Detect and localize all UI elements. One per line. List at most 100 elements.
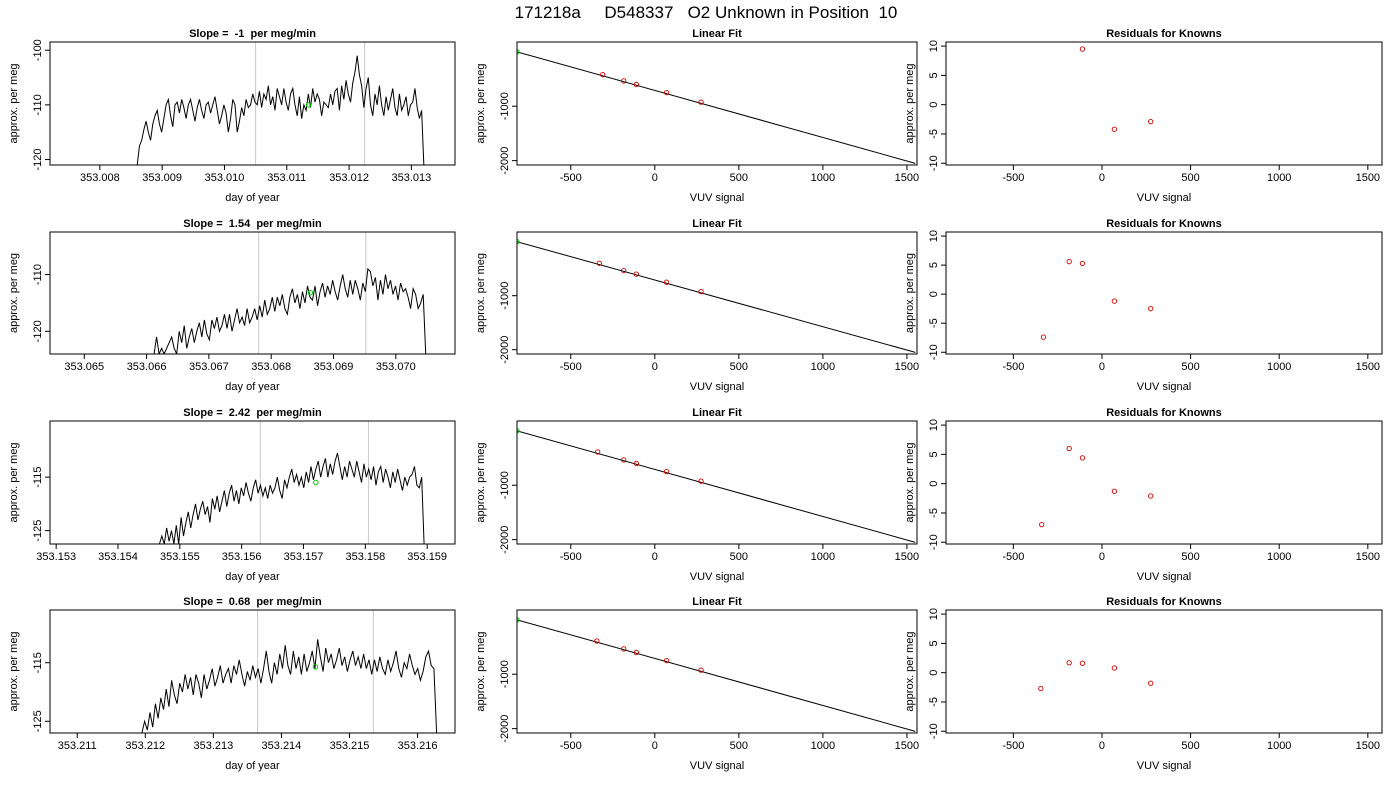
known-point bbox=[1066, 445, 1072, 452]
unknown-point bbox=[517, 239, 520, 245]
y-tick-label: -1000 bbox=[499, 660, 511, 688]
y-tick-label: 5 bbox=[928, 262, 940, 268]
x-tick-label: 353.065 bbox=[64, 361, 104, 373]
chart-panel-10: Slope = 0.68 per meg/min 353.211 353.212 35… bbox=[8, 596, 456, 772]
plot-frame bbox=[945, 420, 1383, 545]
y-tick-label: -120 bbox=[32, 320, 44, 342]
chart-title: Residuals for Knowns bbox=[1106, 28, 1222, 40]
x-tick-label: 353.066 bbox=[127, 361, 167, 373]
x-axis-label: VUV signal bbox=[1137, 381, 1191, 393]
x-axis-label: day of year bbox=[225, 381, 280, 393]
series-line bbox=[153, 267, 427, 354]
unknown-point bbox=[517, 428, 520, 434]
x-tick-label: 0 bbox=[652, 551, 658, 563]
series-line bbox=[158, 452, 425, 544]
x-tick-label: 0 bbox=[652, 172, 658, 184]
y-tick-label: -10 bbox=[928, 534, 940, 550]
x-axis-label: day of year bbox=[225, 571, 280, 583]
y-axis-label: approx. per meg bbox=[8, 631, 20, 711]
x-axis-label: VUV signal bbox=[1137, 192, 1191, 204]
plot-area bbox=[517, 239, 916, 353]
chart-panel-5: Linear Fit -500 0 500 1000 1500 -1000 -2000 VUV … bbox=[475, 218, 919, 393]
known-point bbox=[633, 460, 639, 467]
x-tick-label: 353.211 bbox=[58, 740, 97, 752]
plot-area bbox=[517, 617, 916, 732]
y-tick-label: -120 bbox=[32, 149, 44, 171]
chart-title: Linear Fit bbox=[692, 407, 742, 419]
known-point bbox=[698, 99, 704, 105]
y-tick-label: -115 bbox=[32, 467, 44, 488]
chart-title: Slope = 2.42 per meg/min bbox=[183, 407, 322, 419]
plot-area bbox=[1038, 660, 1154, 692]
x-axis-label: VUV signal bbox=[690, 381, 744, 393]
x-tick-label: 353.157 bbox=[284, 551, 324, 563]
x-tick-label: 1500 bbox=[895, 551, 919, 563]
x-tick-label: 500 bbox=[730, 740, 748, 752]
chart-panel-7: Slope = 2.42 per meg/min 353.153 353.154 35… bbox=[8, 407, 456, 583]
plot-frame bbox=[49, 231, 456, 355]
plot-frame bbox=[516, 420, 918, 545]
x-tick-label: 500 bbox=[730, 172, 748, 184]
x-tick-label: 500 bbox=[1181, 551, 1199, 563]
unknown-point bbox=[517, 49, 520, 55]
y-tick-label: -1000 bbox=[499, 471, 511, 499]
y-tick-label: -2000 bbox=[499, 147, 511, 175]
known-point bbox=[1038, 685, 1044, 692]
known-point bbox=[621, 646, 627, 652]
x-tick-label: -500 bbox=[1002, 361, 1024, 373]
x-tick-label: -500 bbox=[1002, 551, 1024, 563]
known-point bbox=[594, 638, 600, 644]
fit-line bbox=[517, 619, 916, 732]
x-tick-label: 353.215 bbox=[330, 740, 370, 752]
known-point bbox=[621, 267, 627, 274]
chart-panel-1: Slope = -1 per meg/min 353.008 353.009 353.… bbox=[8, 28, 456, 204]
y-tick-label: -110 bbox=[32, 264, 44, 285]
plot-area bbox=[158, 452, 425, 544]
chart-title: Linear Fit bbox=[692, 28, 742, 40]
y-axis-label: approx. per meg bbox=[904, 253, 916, 333]
plot-frame bbox=[945, 41, 1383, 166]
chart-title: Slope = 1.54 per meg/min bbox=[183, 218, 322, 230]
x-tick-label: 500 bbox=[730, 361, 748, 373]
x-tick-label: 500 bbox=[1181, 172, 1199, 184]
x-tick-label: -500 bbox=[1002, 740, 1024, 752]
x-tick-label: 1000 bbox=[811, 740, 835, 752]
x-tick-label: -500 bbox=[560, 740, 582, 752]
y-axis-label: approx. per meg bbox=[8, 253, 20, 333]
plot-area bbox=[1039, 445, 1154, 528]
x-tick-label: 353.012 bbox=[329, 172, 369, 184]
x-tick-label: 353.008 bbox=[80, 172, 120, 184]
known-point bbox=[1066, 660, 1072, 666]
y-axis-label: approx. per meg bbox=[475, 63, 487, 143]
fit-line bbox=[517, 430, 916, 543]
y-tick-label: 5 bbox=[928, 640, 940, 646]
y-tick-label: -5 bbox=[928, 129, 940, 139]
y-tick-label: -10 bbox=[928, 723, 940, 739]
plot-area bbox=[1079, 46, 1154, 132]
y-tick-label: -5 bbox=[928, 318, 940, 328]
known-point bbox=[698, 478, 704, 484]
known-point bbox=[1148, 119, 1154, 125]
y-tick-label: -2000 bbox=[499, 336, 511, 364]
x-tick-label: 353.212 bbox=[125, 740, 165, 752]
known-point bbox=[633, 271, 639, 277]
known-point bbox=[1111, 298, 1118, 304]
y-axis-label: approx. per meg bbox=[475, 631, 487, 711]
plot-frame bbox=[945, 609, 1383, 734]
y-tick-label: -1000 bbox=[499, 92, 511, 120]
x-tick-label: 1000 bbox=[1267, 740, 1291, 752]
x-tick-label: 353.154 bbox=[98, 551, 138, 563]
x-tick-label: 0 bbox=[1099, 740, 1105, 752]
x-tick-label: 1000 bbox=[1267, 172, 1291, 184]
y-tick-label: -100 bbox=[32, 39, 44, 61]
chart-panel-3: Residuals for Knowns -500 0 500 1000 1500 -10 -… bbox=[904, 28, 1383, 204]
y-axis-label: approx. per meg bbox=[904, 63, 916, 143]
chart-panel-11: Linear Fit -500 0 500 1000 1500 -1000 -2000 VUV … bbox=[475, 596, 919, 772]
x-axis-label: day of year bbox=[225, 760, 280, 772]
y-tick-label: 0 bbox=[928, 291, 940, 297]
x-axis-label: VUV signal bbox=[690, 571, 744, 583]
series-line bbox=[136, 55, 425, 165]
chart-title: Residuals for Knowns bbox=[1106, 407, 1222, 419]
x-tick-label: -500 bbox=[560, 172, 582, 184]
